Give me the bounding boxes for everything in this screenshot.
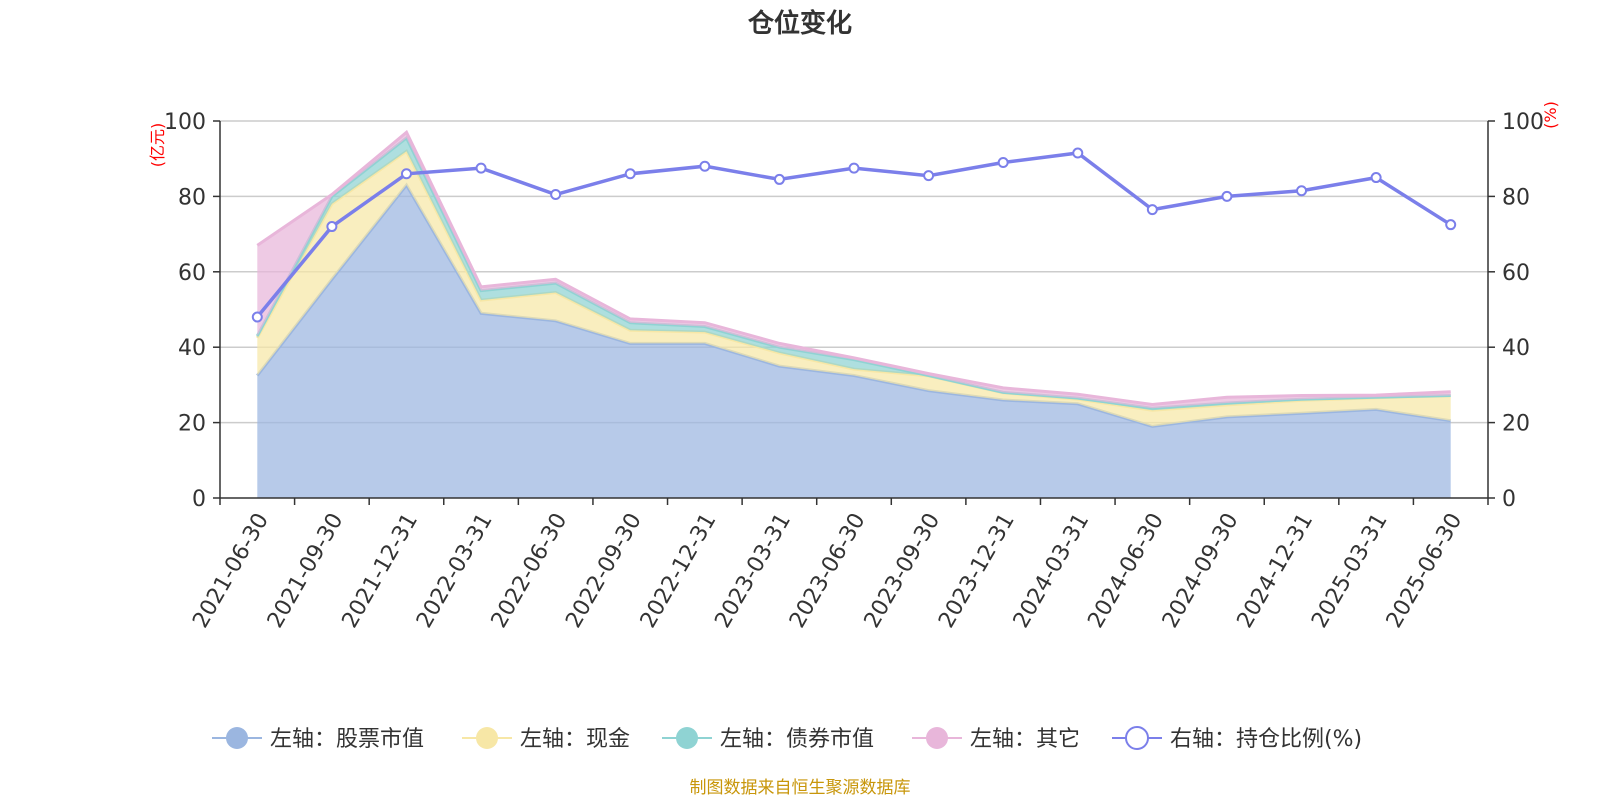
left-axis-label: 100 bbox=[164, 110, 206, 135]
ratio-point bbox=[550, 189, 562, 201]
x-axis-label: 2021-09-30 bbox=[263, 509, 349, 632]
x-axis-label: 2024-06-30 bbox=[1083, 509, 1169, 632]
right-axis-label: 60 bbox=[1502, 261, 1530, 286]
ratio-point bbox=[1445, 219, 1457, 231]
ratio-point bbox=[251, 311, 263, 323]
left-axis-label: 80 bbox=[178, 185, 206, 210]
x-axis-label: 2023-12-31 bbox=[934, 509, 1020, 632]
x-axis-label: 2025-06-30 bbox=[1382, 509, 1468, 632]
ratio-point bbox=[923, 170, 935, 182]
ratio-point bbox=[773, 173, 785, 185]
x-axis-label: 2023-06-30 bbox=[785, 509, 871, 632]
legend-marker-0 bbox=[226, 727, 248, 749]
ratio-point bbox=[848, 162, 860, 174]
x-axis-label: 2021-12-31 bbox=[338, 509, 424, 632]
x-axis-label: 2022-12-31 bbox=[636, 509, 722, 632]
legend-label-4: 右轴：持仓比例(%) bbox=[1170, 727, 1362, 752]
area-series-edge-3 bbox=[256, 129, 1451, 407]
area-series-1 bbox=[257, 151, 1451, 427]
ratio-point bbox=[1221, 190, 1233, 202]
legend-marker-4 bbox=[1125, 726, 1149, 750]
ratio-point bbox=[326, 221, 338, 233]
right-axis-label: 20 bbox=[1502, 412, 1530, 437]
x-axis-label: 2023-03-31 bbox=[710, 509, 796, 632]
legend-label-3: 左轴：其它 bbox=[970, 727, 1080, 752]
ratio-point bbox=[1072, 147, 1084, 159]
legend-marker-2 bbox=[676, 727, 698, 749]
x-axis-label: 2022-09-30 bbox=[561, 509, 647, 632]
ratio-point bbox=[400, 168, 412, 180]
legend-marker-1 bbox=[476, 727, 498, 749]
right-axis-unit: (%) bbox=[1541, 101, 1560, 129]
ratio-point bbox=[1296, 185, 1308, 197]
x-axis-label: 2021-06-30 bbox=[188, 509, 274, 632]
legend-label-1: 左轴：现金 bbox=[520, 727, 630, 752]
area-series-3 bbox=[257, 132, 1451, 409]
left-axis-label: 20 bbox=[178, 412, 206, 437]
ratio-point bbox=[997, 156, 1009, 168]
ratio-point bbox=[475, 162, 487, 174]
ratio-point bbox=[1370, 172, 1382, 184]
x-axis-label: 2024-09-30 bbox=[1158, 509, 1244, 632]
source-note: 制图数据来自恒生聚源数据库 bbox=[690, 778, 911, 798]
ratio-point bbox=[624, 168, 636, 180]
left-axis-label: 60 bbox=[178, 261, 206, 286]
left-axis-unit: (亿元) bbox=[148, 123, 167, 168]
ratio-point bbox=[699, 160, 711, 172]
stacked-areas bbox=[255, 129, 1451, 498]
x-axis-label: 2024-12-31 bbox=[1233, 509, 1319, 632]
x-axis-label: 2023-09-30 bbox=[860, 509, 946, 632]
legend-marker-3 bbox=[926, 727, 948, 749]
x-axis-label: 2022-03-31 bbox=[412, 509, 498, 632]
left-axis-label: 0 bbox=[192, 487, 206, 512]
left-axis-label: 40 bbox=[178, 336, 206, 361]
legend: 左轴：股票市值 左轴：现金 左轴：债券市值 左轴：其它 右轴：持仓比例(%) bbox=[212, 726, 1362, 752]
right-axis-label: 80 bbox=[1502, 185, 1530, 210]
area-series-0 bbox=[257, 185, 1451, 498]
right-axis-label: 100 bbox=[1502, 110, 1544, 135]
right-axis-label: 40 bbox=[1502, 336, 1530, 361]
legend-label-2: 左轴：债券市值 bbox=[720, 727, 874, 752]
x-axis-label: 2022-06-30 bbox=[487, 509, 573, 632]
ratio-point bbox=[1146, 204, 1158, 216]
x-axis-label: 2025-03-31 bbox=[1307, 509, 1393, 632]
right-axis-label: 0 bbox=[1502, 487, 1516, 512]
x-axis-label: 2024-03-31 bbox=[1009, 509, 1095, 632]
legend-label-0: 左轴：股票市值 bbox=[270, 727, 424, 752]
area-series-2 bbox=[257, 138, 1451, 411]
position-ratio-line bbox=[251, 147, 1457, 323]
chart-title: 仓位变化 bbox=[747, 8, 852, 39]
